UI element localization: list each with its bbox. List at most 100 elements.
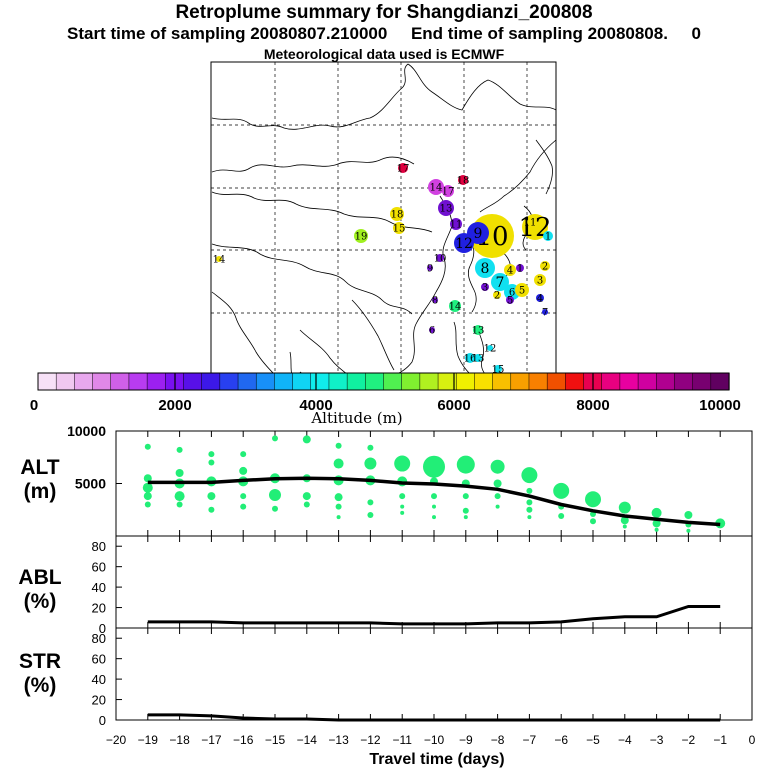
trajectory-point-label: 7: [542, 308, 548, 319]
colorbar-swatch: [510, 372, 530, 391]
alt-point: [334, 493, 343, 502]
trajectory-point: [458, 175, 468, 185]
alt-point: [399, 493, 406, 500]
colorbar-swatch: [419, 372, 439, 391]
x-tick-label: −7: [523, 733, 537, 747]
trajectory-point: [428, 179, 444, 195]
trajectory-point-label: 4: [507, 266, 513, 277]
trajectory-point-label: 9: [427, 264, 433, 275]
alt-point: [336, 515, 341, 520]
colorbar-swatch: [401, 372, 421, 391]
colorbar-swatch: [183, 372, 203, 391]
alt-point: [272, 505, 278, 512]
alt-point: [527, 515, 532, 520]
colorbar-swatch: [710, 372, 730, 391]
x-tick-label: −2: [682, 733, 696, 747]
colorbar-swatch: [92, 372, 112, 391]
colorbar-tick-label: 2000: [158, 397, 191, 414]
trajectory-point-label: 4: [537, 294, 543, 305]
alt-point: [526, 506, 533, 513]
x-tick-label: −9: [459, 733, 473, 747]
colorbar-frame: [37, 372, 730, 391]
alt-point: [176, 501, 183, 508]
alt-point: [367, 499, 374, 506]
colorbar-swatch: [237, 372, 257, 391]
colorbar-swatch: [455, 372, 476, 391]
alt-point: [686, 528, 691, 533]
x-tick-label: −10: [424, 733, 445, 747]
alt-point: [335, 442, 342, 449]
x-axis: −20 −19 −18 −17 −16 −15 −14 −13 −12 −11 −10 −9 −8 −7−…: [106, 733, 756, 747]
colorbar-swatch: [292, 372, 312, 391]
trajectory-point-label: 18: [391, 210, 404, 221]
trajectory-point-label: 11: [524, 218, 537, 229]
colorbar-tick-label: 8000: [576, 397, 609, 414]
trajectory-point: [442, 185, 454, 197]
trajectory-point: [506, 296, 514, 304]
alt-point: [622, 524, 627, 529]
alt-panel: 5000 10000 ALT (m): [20, 423, 753, 537]
colorbar-swatch: [492, 372, 512, 391]
alt-point: [207, 492, 216, 501]
trajectory-point: [487, 345, 493, 351]
trajectory-point: [540, 261, 550, 271]
y-tick-label: 0: [99, 621, 106, 636]
colorbar-swatch: [383, 372, 403, 391]
trajectory-point: [491, 273, 509, 291]
trajectory-point-label: 3: [482, 283, 488, 294]
x-tick-label: −1: [713, 733, 727, 747]
y-tick-label: 80: [92, 539, 106, 554]
str-panel: 0 20 40 60 80 STR (%): [19, 627, 753, 728]
colorbar-tick-label: 6000: [437, 397, 470, 414]
chart-title: Retroplume summary for Shangdianzi_20080…: [175, 2, 593, 23]
colorbar-swatch: [365, 372, 385, 391]
trajectory-point-label: 16: [464, 354, 477, 365]
trajectory-point: [534, 274, 546, 286]
colorbar-swatch: [201, 372, 221, 391]
alt-point: [558, 513, 565, 520]
x-tick-label: −13: [328, 733, 349, 747]
alt-point: [302, 435, 311, 444]
trajectory-point-label: 3: [537, 276, 543, 287]
trajectory-point: [516, 264, 524, 272]
x-tick-label: −3: [650, 733, 664, 747]
trajectory-point: [427, 265, 433, 271]
trajectory-point-label: 8: [481, 261, 490, 277]
x-tick-label: −14: [297, 733, 318, 747]
y-tick-label: 5000: [75, 476, 106, 492]
trajectory-point-label: 12: [455, 236, 473, 252]
y-tick-label: 10000: [67, 423, 106, 439]
x-tick-label: −5: [586, 733, 600, 747]
alt-point: [651, 507, 662, 518]
panel-frame: [115, 627, 753, 721]
abl-line: [147, 605, 721, 626]
colorbar-swatch: [37, 372, 57, 391]
trajectory-point: [504, 264, 516, 276]
trajectory-point-label: 6: [429, 326, 435, 337]
trajectory-point: [429, 327, 435, 333]
trajectory-point: [481, 283, 489, 291]
x-tick-label: −19: [138, 733, 159, 747]
y-tick-label: 80: [92, 631, 106, 646]
alt-point: [208, 506, 215, 513]
trajectory-point-label: 18: [457, 176, 470, 187]
trajectory-point: [542, 309, 548, 315]
trajectory-point-label: 14: [213, 255, 226, 266]
alt-point: [432, 504, 436, 509]
trajectory-point-label: 1: [545, 232, 551, 243]
trajectory-point-label: 7: [496, 275, 505, 291]
trajectory-point: [515, 283, 529, 297]
y-tick-label: 40: [92, 580, 106, 595]
trajectory-point: [474, 354, 482, 362]
colorbar-tick-label: 0: [30, 397, 38, 414]
x-tick-label: −8: [491, 733, 505, 747]
alt-point: [272, 435, 278, 442]
x-tick-label: 0: [749, 733, 756, 747]
trajectory-point-label: 2: [542, 262, 548, 273]
alt-point: [208, 451, 215, 458]
alt-point: [208, 459, 215, 466]
x-tick-label: −20: [106, 733, 127, 747]
alt-point: [553, 482, 570, 499]
